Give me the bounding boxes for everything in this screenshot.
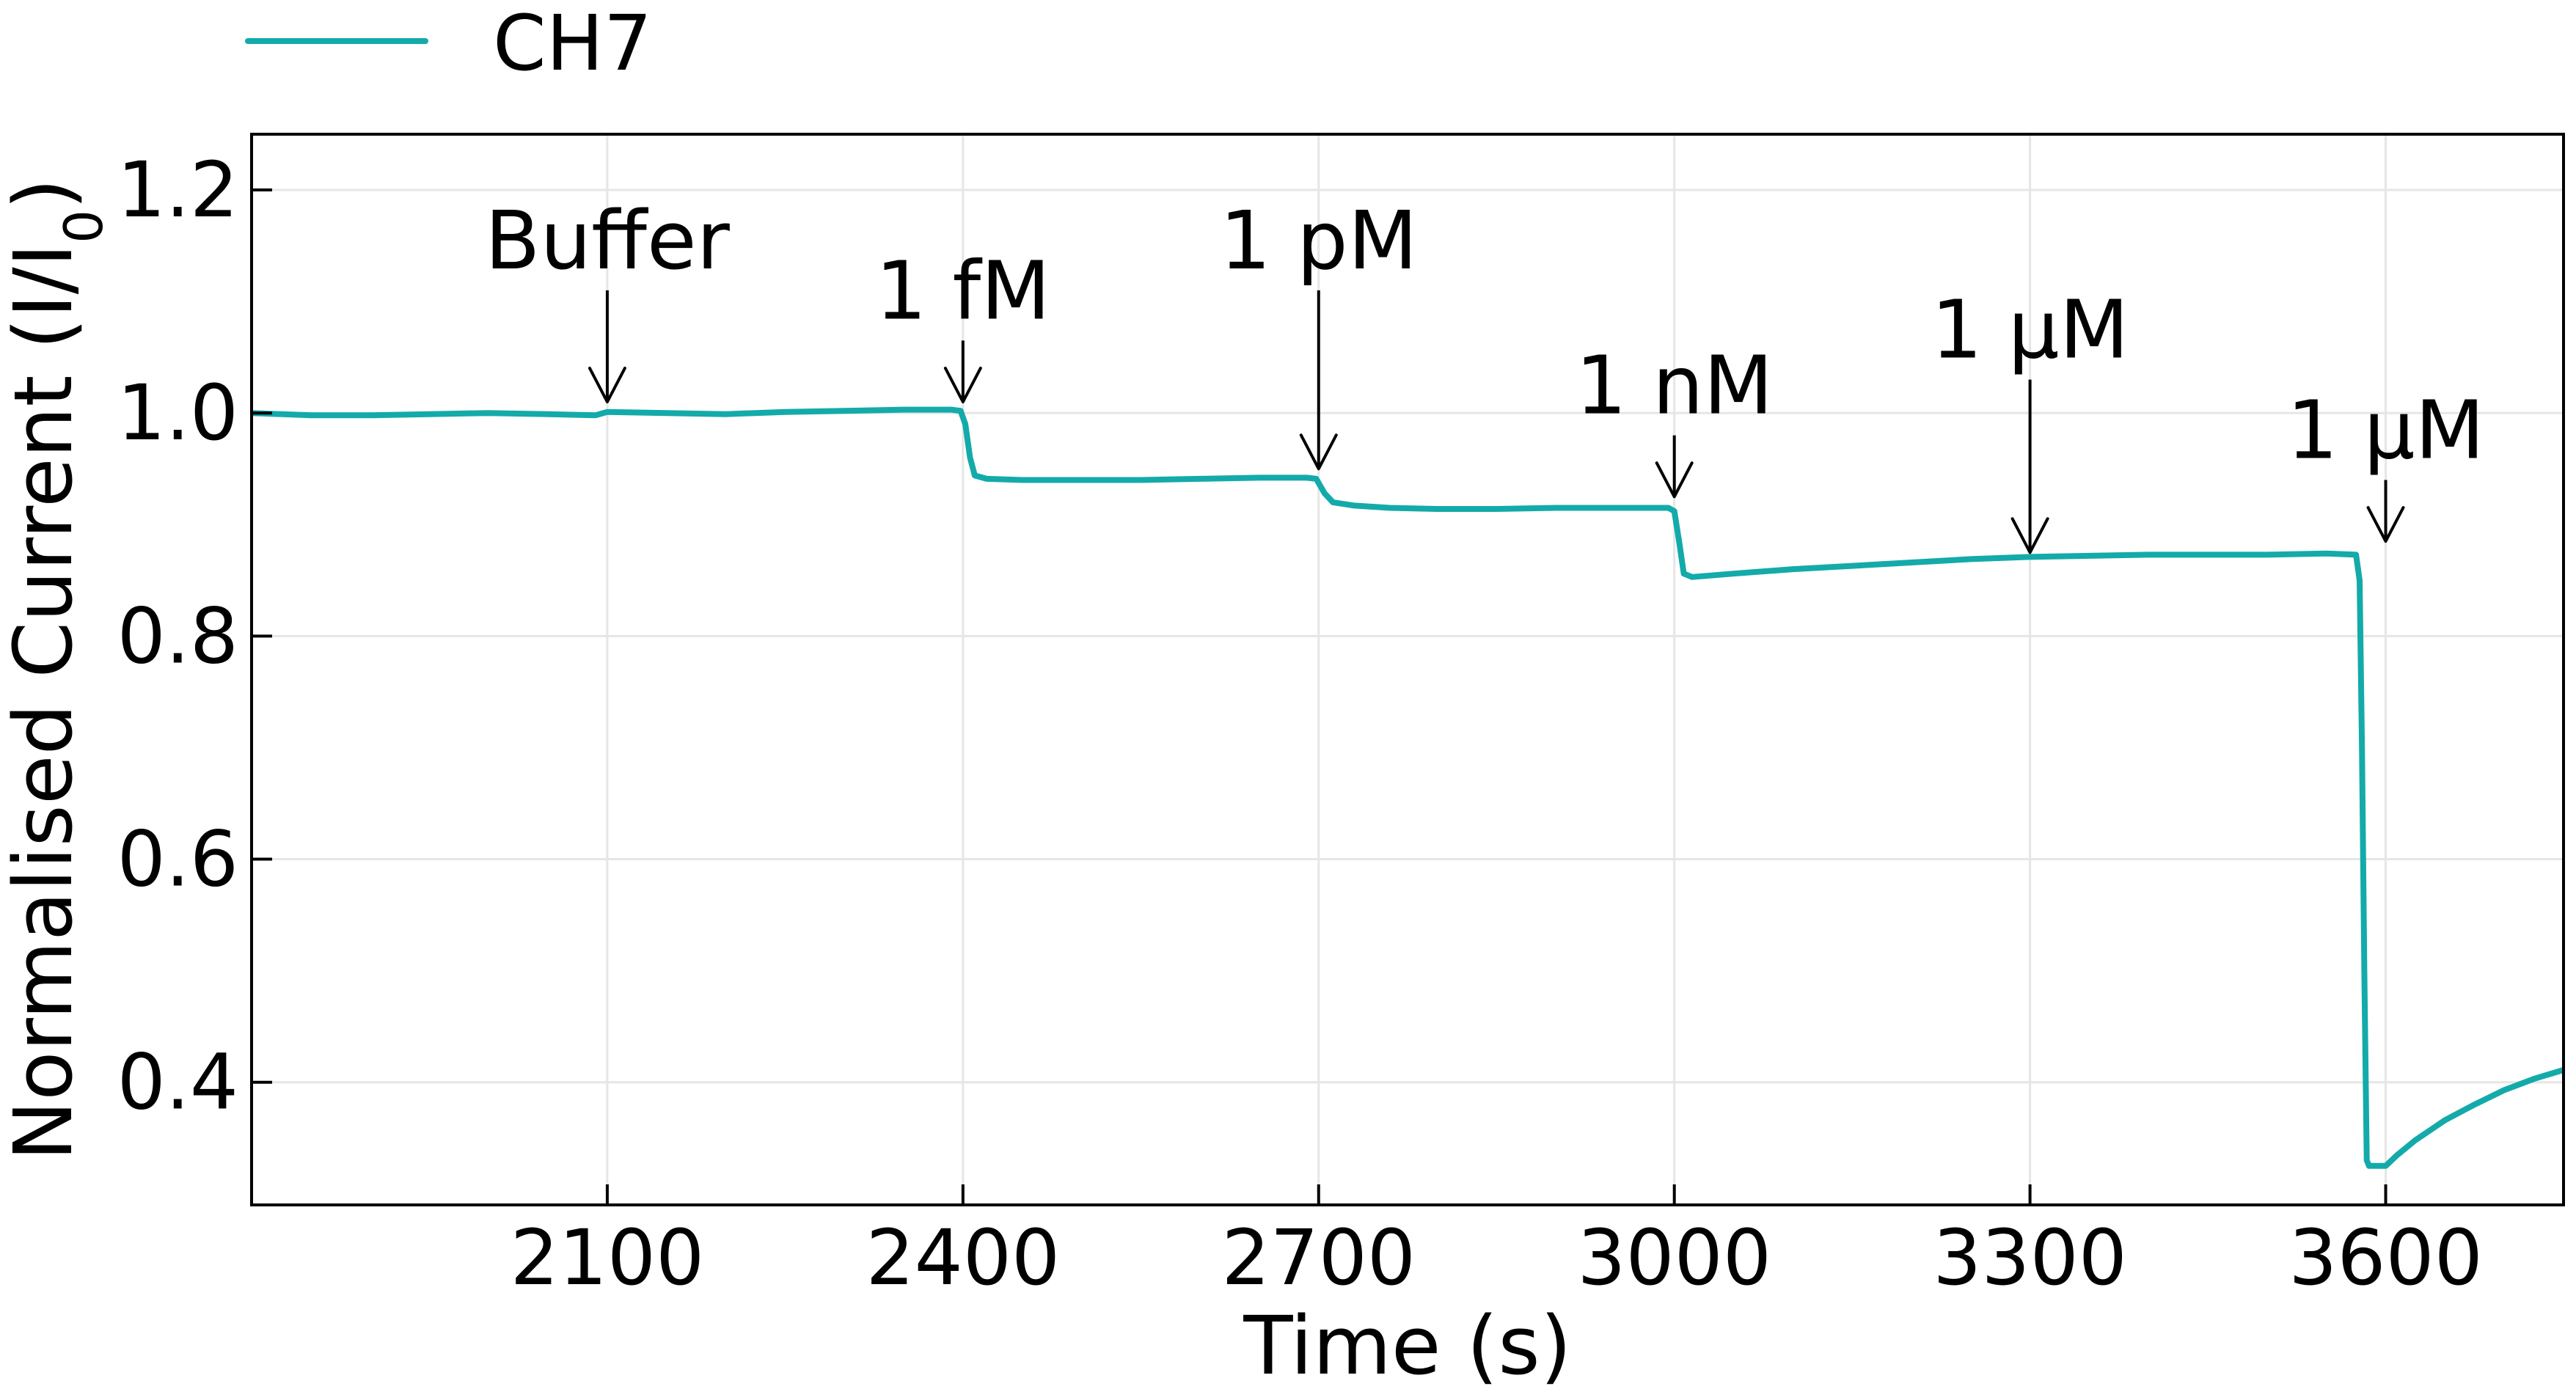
annotation-layer: Buffer 1 fM 1 pM 1 nM 1 μM 1 μM: [485, 194, 2485, 554]
series-layer: [252, 406, 2564, 1169]
x-tick-label: 3000: [1577, 1213, 1771, 1302]
annotation-label: Buffer: [485, 194, 731, 287]
annotation-label: 1 pM: [1220, 194, 1418, 287]
annotation-arrow-head: [1299, 433, 1338, 471]
x-tick-label: 2400: [866, 1213, 1061, 1302]
annotation-group: 1 μM: [2287, 383, 2485, 543]
y-axis-label: Normalised Current (I/I0): [0, 178, 114, 1161]
annotation-label: 1 fM: [876, 243, 1051, 337]
x-axis-label: Time (s): [1243, 1299, 1571, 1393]
annotation-label: 1 μM: [2287, 383, 2485, 477]
annotation-group: Buffer: [485, 194, 731, 403]
x-tick-label: 2700: [1221, 1213, 1416, 1302]
annotation-label: 1 μM: [1931, 283, 2129, 377]
annotation-arrow-head: [2010, 517, 2049, 554]
annotation-arrow-head: [943, 367, 982, 403]
y-tick-label: 1.2: [117, 145, 238, 235]
annotation-group: 1 pM: [1220, 194, 1418, 471]
annotation-arrow-head: [2366, 506, 2405, 543]
x-tick-label: 3600: [2288, 1213, 2483, 1302]
annotation-arrow-head: [588, 367, 626, 403]
y-tick-label: 0.6: [117, 815, 238, 904]
annotation-group: 1 fM: [876, 243, 1051, 403]
annotation-label: 1 nM: [1576, 339, 1774, 433]
y-tick-label: 0.8: [117, 591, 238, 681]
legend-label: CH7: [493, 0, 652, 88]
legend-layer: CH7: [245, 0, 652, 88]
annotation-group: 1 nM: [1576, 339, 1774, 499]
x-tick-label: 2100: [511, 1213, 705, 1302]
plot-frame: [250, 133, 2565, 1206]
annotation-group: 1 μM: [1931, 283, 2129, 554]
x-tick-label: 3300: [1933, 1213, 2127, 1302]
y-tick-label: 1.0: [117, 368, 238, 458]
annotation-arrow-head: [1655, 461, 1694, 499]
axes-layer: 2100 2400 2700 3000 3300 3600 0.4 0.6 0.8 1.0 1.2 T…: [0, 133, 2565, 1393]
series-line: [252, 406, 2564, 1169]
grid-layer: [252, 134, 2564, 1205]
y-tick-label: 0.4: [117, 1038, 238, 1127]
